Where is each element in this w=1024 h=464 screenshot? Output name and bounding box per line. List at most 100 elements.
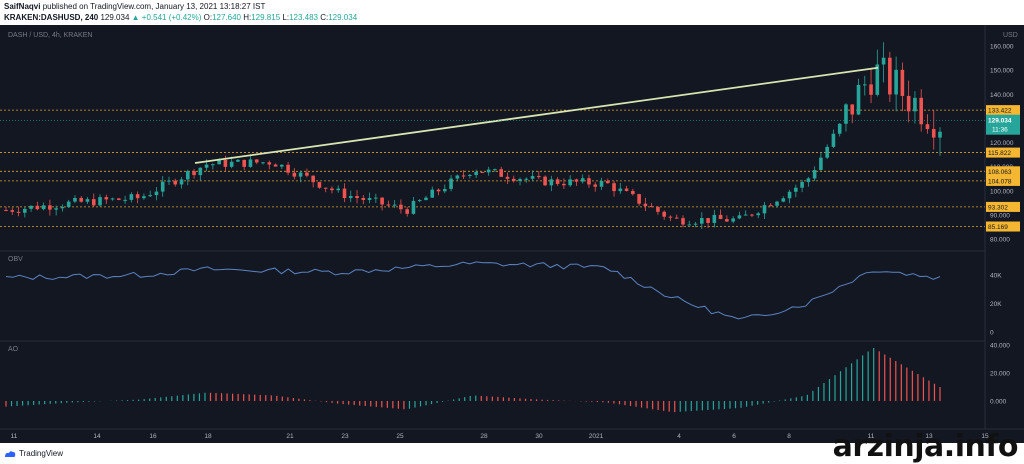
candle-body	[192, 171, 196, 176]
candle-body	[925, 124, 930, 130]
candle-body	[85, 199, 90, 202]
candle-body	[637, 194, 641, 204]
chart-svg[interactable]: DASH / USD, 4h, KRAKEN USD OBV AO 160.00…	[0, 25, 1024, 443]
level-badge-label: 93.302	[988, 204, 1008, 211]
candle-body	[775, 201, 779, 206]
ao-label: AO	[8, 346, 19, 353]
level-badge	[986, 105, 1020, 116]
level-badge	[986, 201, 1020, 212]
candle-body	[167, 180, 171, 182]
candle-body	[305, 172, 309, 176]
price-tick-label: 90.000	[990, 212, 1010, 219]
price-tick-label: 140.000	[990, 92, 1014, 99]
candle-body	[480, 172, 485, 174]
candle-body	[493, 169, 497, 171]
candle-body	[819, 157, 823, 171]
candle-body	[931, 129, 936, 138]
candle-body	[674, 217, 679, 219]
candle-body	[806, 178, 811, 183]
candle-body	[217, 159, 221, 165]
candle-body	[524, 178, 529, 180]
candle-body	[436, 189, 441, 192]
candle-body	[461, 175, 466, 177]
candle-body	[781, 198, 786, 202]
tradingview-logo[interactable]: TradingView	[4, 449, 63, 458]
candle-body	[311, 175, 315, 183]
candle-body	[624, 188, 629, 191]
candle-body	[687, 224, 692, 226]
footer: TradingView arzinja.info	[0, 429, 1024, 464]
price-tick-label: 100.000	[990, 188, 1014, 195]
candle-body	[336, 188, 341, 191]
candle-body	[844, 104, 848, 124]
candle-body	[750, 214, 754, 216]
candle-body	[292, 172, 297, 177]
candle-body	[537, 176, 541, 178]
level-badge	[986, 166, 1020, 177]
ao-tick-label: 0.000	[990, 399, 1007, 406]
candle-body	[380, 197, 384, 205]
candle-body	[91, 199, 96, 206]
candle-body	[10, 210, 15, 212]
candle-body	[374, 197, 378, 199]
time-axis: 11 14 16 18 21 23 25 28 30 2021 4 6 8 11 13 15	[11, 433, 989, 440]
candle-body	[117, 198, 121, 200]
candle-body	[185, 171, 190, 180]
watermark-text: arzinja.info	[832, 429, 1019, 464]
candle-body	[474, 172, 478, 175]
time-tick-label: 21	[286, 433, 294, 440]
candle-body	[110, 198, 115, 200]
last-price: 129.034	[100, 13, 130, 22]
time-tick-label: 14	[93, 433, 101, 440]
candle-body	[442, 188, 447, 192]
candle-body	[831, 133, 836, 147]
time-tick-label: 15	[981, 433, 989, 440]
current-price-label: 129.034	[988, 118, 1012, 125]
close-value: 129.034	[328, 13, 358, 22]
candle-body	[323, 187, 328, 189]
candle-body	[574, 179, 579, 182]
candle-body	[599, 180, 604, 187]
price-tick-label: 150.000	[990, 68, 1014, 75]
candle-body	[317, 182, 322, 188]
candle-body	[135, 194, 140, 199]
candle-body	[424, 197, 428, 201]
ao-tick-label: 20.000	[990, 371, 1010, 378]
time-tick-label: 11	[11, 433, 18, 440]
horizontal-levels	[0, 109, 985, 227]
high-value: 129.815	[251, 13, 281, 22]
level-badge-label: 115.822	[988, 150, 1011, 157]
countdown-label: 11:36	[992, 127, 1008, 134]
candle-body	[54, 208, 58, 210]
candle-body	[505, 176, 510, 179]
candle-body	[60, 206, 65, 209]
candle-body	[204, 164, 209, 168]
candle-body	[875, 64, 880, 95]
candle-body	[160, 181, 165, 192]
candle-body	[223, 159, 228, 167]
trendline	[194, 66, 879, 164]
level-badge	[986, 147, 1020, 158]
candle-body	[242, 159, 247, 167]
ohlc-legend: KRAKEN:DASHUSD, 240 129.034 ▲ +0.541 (+0…	[4, 13, 357, 22]
candle-body	[173, 180, 178, 185]
time-tick-label: 16	[149, 433, 157, 440]
candle-body	[229, 161, 234, 167]
candle-body	[267, 162, 272, 165]
candle-body	[4, 210, 8, 212]
candle-body	[712, 214, 717, 223]
candle-body	[417, 200, 422, 202]
chart-area[interactable]: DASH / USD, 4h, KRAKEN USD OBV AO 160.00…	[0, 25, 1024, 443]
candle-body	[794, 187, 798, 192]
candle-body	[392, 204, 397, 206]
candle-body	[643, 203, 648, 207]
candle-body	[699, 218, 704, 224]
candle-body	[762, 205, 767, 214]
candle-body	[580, 178, 585, 182]
symbol-label: DASH / USD, 4h, KRAKEN	[8, 32, 92, 39]
low-value: 123.483	[289, 13, 318, 22]
candle-body	[35, 205, 40, 210]
price-tick-label: 80.000	[990, 237, 1010, 244]
ao-pane: 40.000 20.000 0.000	[5, 343, 1010, 413]
candle-body	[468, 174, 472, 176]
